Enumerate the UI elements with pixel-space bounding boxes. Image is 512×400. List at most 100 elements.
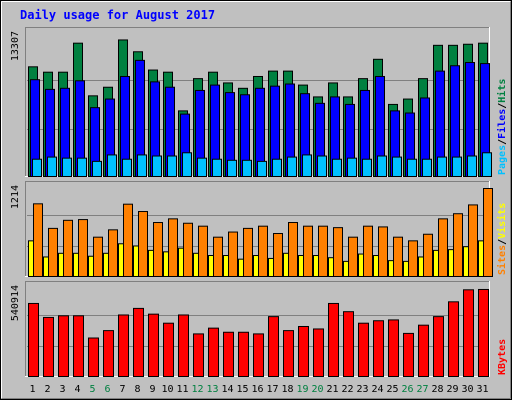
bar-sites-day-11 bbox=[178, 247, 184, 277]
bar-sites-day-12 bbox=[193, 252, 199, 278]
bar-sites-day-7 bbox=[118, 243, 124, 277]
bar-sites-day-30 bbox=[463, 246, 469, 278]
bar-sites-day-28 bbox=[433, 249, 439, 277]
bar-pages-day-21 bbox=[332, 158, 342, 177]
bar-pages-day-12 bbox=[197, 157, 207, 178]
bar-kbytes-day-27 bbox=[418, 324, 429, 378]
bar-pages-day-25 bbox=[392, 156, 402, 177]
bar-visits-day-12 bbox=[198, 225, 208, 277]
bar-visits-day-8 bbox=[138, 211, 148, 278]
x-tick-label: 20 bbox=[311, 384, 323, 395]
bar-pages-day-19 bbox=[302, 154, 312, 178]
bar-kbytes-day-14 bbox=[223, 331, 234, 377]
bar-visits-day-17 bbox=[273, 233, 283, 278]
legend-entry: KBytes bbox=[497, 339, 508, 375]
bar-pages-day-29 bbox=[452, 156, 462, 177]
series-pages bbox=[32, 152, 492, 178]
bar-sites-day-17 bbox=[268, 257, 274, 278]
bar-sites-day-16 bbox=[253, 255, 259, 278]
bar-sites-day-10 bbox=[163, 251, 169, 277]
panel-legend: Sites/Visits bbox=[496, 203, 508, 275]
bar-visits-day-3 bbox=[63, 219, 73, 278]
bar-pages-day-22 bbox=[347, 157, 357, 178]
x-tick-label: 8 bbox=[134, 384, 140, 395]
bar-sites-day-20 bbox=[313, 255, 319, 278]
bar-kbytes-day-22 bbox=[343, 311, 354, 378]
bar-kbytes-day-13 bbox=[208, 327, 219, 377]
bar-kbytes-day-8 bbox=[133, 307, 144, 377]
bar-kbytes-day-21 bbox=[328, 302, 339, 377]
bar-sites-day-3 bbox=[58, 252, 64, 278]
x-tick-label: 4 bbox=[74, 384, 80, 395]
x-tick-label: 5 bbox=[89, 384, 95, 395]
bar-visits-day-13 bbox=[213, 236, 223, 277]
bar-sites-day-24 bbox=[373, 255, 379, 278]
bar-kbytes-day-18 bbox=[283, 330, 294, 377]
bar-pages-day-14 bbox=[227, 159, 237, 178]
bar-pages-day-2 bbox=[47, 156, 57, 177]
y-max-label: 540914 bbox=[10, 285, 21, 321]
bar-sites-day-26 bbox=[403, 260, 409, 277]
bar-pages-day-13 bbox=[212, 158, 222, 177]
x-tick-label: 29 bbox=[446, 384, 458, 395]
bar-visits-day-14 bbox=[228, 231, 238, 277]
x-tick-label: 25 bbox=[386, 384, 398, 395]
bar-kbytes-day-30 bbox=[463, 289, 474, 378]
bar-kbytes-day-26 bbox=[403, 332, 414, 377]
bar-visits-day-23 bbox=[363, 225, 373, 277]
x-tick-label: 22 bbox=[341, 384, 353, 395]
bar-visits-day-30 bbox=[468, 204, 478, 278]
bar-kbytes-day-6 bbox=[103, 330, 114, 377]
bar-kbytes-day-1 bbox=[28, 302, 39, 377]
x-tick-label: 17 bbox=[266, 384, 278, 395]
bar-sites-day-1 bbox=[28, 240, 34, 277]
bar-visits-day-18 bbox=[288, 222, 298, 278]
bar-pages-day-7 bbox=[122, 158, 132, 177]
bar-sites-day-2 bbox=[43, 256, 49, 277]
bar-visits-day-25 bbox=[393, 236, 403, 277]
bar-kbytes-day-11 bbox=[178, 314, 189, 377]
bar-visits-day-28 bbox=[438, 218, 448, 277]
bar-visits-day-7 bbox=[123, 203, 133, 277]
legend-entry: Files bbox=[496, 109, 508, 139]
bar-kbytes-day-2 bbox=[43, 316, 54, 377]
bar-sites-day-8 bbox=[133, 245, 139, 277]
y-max-label: 1214 bbox=[10, 185, 21, 209]
bar-kbytes-day-7 bbox=[118, 314, 129, 377]
bar-pages-day-17 bbox=[272, 158, 282, 177]
series-kbytes bbox=[28, 288, 489, 378]
bar-kbytes-day-16 bbox=[253, 333, 264, 378]
x-tick-label: 16 bbox=[251, 384, 263, 395]
x-tick-label: 1 bbox=[29, 384, 35, 395]
bar-kbytes-day-5 bbox=[88, 337, 99, 378]
x-tick-label: 12 bbox=[191, 384, 203, 395]
bar-kbytes-day-31 bbox=[478, 288, 489, 377]
bar-pages-day-20 bbox=[317, 155, 327, 177]
bar-visits-day-20 bbox=[318, 225, 328, 277]
x-tick-label: 3 bbox=[59, 384, 65, 395]
bar-visits-day-2 bbox=[48, 227, 58, 277]
bar-pages-day-30 bbox=[467, 155, 477, 177]
bar-visits-day-26 bbox=[408, 240, 418, 277]
bar-sites-day-29 bbox=[448, 249, 454, 277]
x-tick-label: 7 bbox=[119, 384, 125, 395]
bar-visits-day-24 bbox=[378, 226, 388, 278]
bar-pages-day-16 bbox=[257, 160, 267, 177]
x-tick-label: 21 bbox=[326, 384, 338, 395]
legend-entry: Hits bbox=[496, 79, 508, 103]
bar-pages-day-26 bbox=[407, 158, 417, 177]
bar-sites-day-6 bbox=[103, 252, 109, 278]
bar-pages-day-11 bbox=[182, 152, 192, 178]
bar-kbytes-day-9 bbox=[148, 313, 159, 377]
bar-visits-day-21 bbox=[333, 227, 343, 277]
panel-kbytes: 540914 KBytes bbox=[10, 281, 508, 378]
x-tick-label: 27 bbox=[416, 384, 428, 395]
bar-sites-day-23 bbox=[358, 253, 364, 277]
bar-sites-day-31 bbox=[478, 240, 484, 277]
series-sites bbox=[28, 240, 484, 278]
x-tick-label: 30 bbox=[461, 384, 473, 395]
x-tick-label: 28 bbox=[431, 384, 443, 395]
bar-visits-day-10 bbox=[168, 218, 178, 277]
bar-visits-day-22 bbox=[348, 236, 358, 277]
